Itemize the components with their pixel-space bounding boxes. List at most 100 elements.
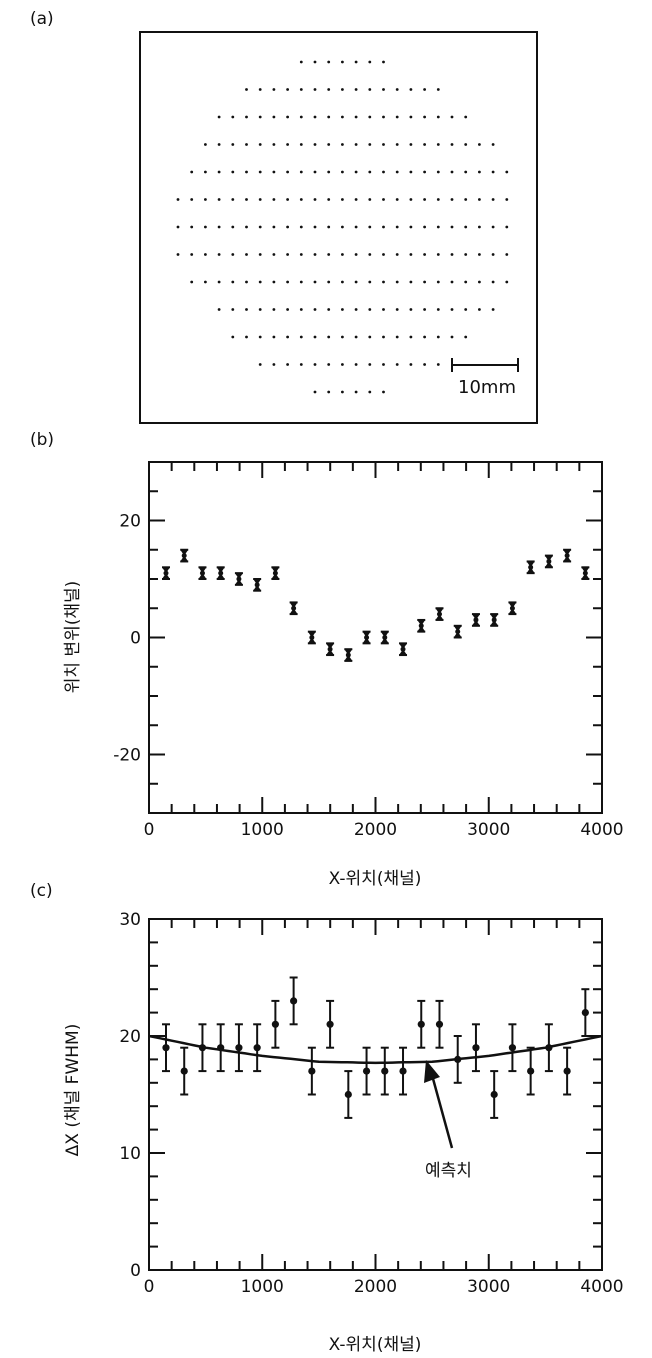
- hole-dot: [258, 363, 262, 366]
- hole-dot: [423, 115, 426, 119]
- hole-dot: [464, 335, 468, 339]
- data-point: [417, 618, 426, 633]
- marker: [254, 582, 260, 588]
- data-point: [490, 1070, 499, 1119]
- hole-dot: [382, 390, 385, 394]
- hole-dot: [354, 335, 358, 339]
- hole-dot: [368, 143, 372, 146]
- hole-dot: [299, 335, 303, 339]
- hole-dot: [450, 335, 454, 339]
- hole-dot: [409, 253, 413, 256]
- hole-dot: [217, 253, 221, 256]
- hole-dot: [204, 280, 207, 284]
- hole-dot: [286, 115, 289, 119]
- data-point: [399, 1046, 408, 1096]
- hole-dot: [258, 143, 262, 146]
- hole-dot: [450, 115, 454, 119]
- hole-dot: [491, 280, 495, 284]
- hole-dot: [286, 253, 289, 256]
- marker: [235, 1044, 243, 1052]
- marker: [582, 570, 588, 576]
- hole-dot: [409, 170, 413, 174]
- marker: [217, 1044, 225, 1052]
- panel-c-label: (c): [30, 881, 53, 901]
- hole-dot: [505, 170, 509, 174]
- hole-dot: [464, 198, 468, 201]
- marker: [272, 570, 278, 576]
- panel-a: 10mm: [139, 31, 538, 424]
- panel-c-ylabel: ΔX (채널 FWHM): [63, 1024, 83, 1157]
- hole-dot: [341, 253, 344, 256]
- hole-dot: [272, 88, 276, 91]
- panel-b-ylabel: 위치 변위(채널): [63, 581, 83, 694]
- hole-dot: [478, 170, 481, 174]
- hole-dot: [313, 308, 317, 311]
- hole-dot: [231, 225, 235, 229]
- hole-dot: [341, 308, 344, 311]
- hole-dot: [436, 225, 440, 229]
- hole-dot: [409, 143, 413, 146]
- hole-dot: [341, 88, 344, 91]
- hole-dot: [423, 88, 426, 91]
- hole-dot: [450, 253, 454, 256]
- hole-dot: [409, 280, 413, 284]
- panel-b: 0 1000 2000 3000 4000 20 0 -20: [113, 461, 624, 840]
- hole-dot: [423, 308, 426, 311]
- data-point: [417, 999, 426, 1049]
- data-point: [326, 642, 335, 657]
- marker: [362, 1067, 371, 1075]
- data-point: [508, 601, 517, 616]
- hole-dot: [436, 363, 440, 366]
- marker: [345, 652, 351, 658]
- data-point: [307, 1046, 316, 1096]
- marker: [291, 605, 297, 611]
- hole-dot: [272, 225, 276, 229]
- hole-dot: [327, 363, 331, 366]
- hole-dot: [327, 88, 331, 91]
- data-point: [234, 572, 243, 586]
- marker: [436, 611, 442, 617]
- hole-dot: [258, 335, 262, 339]
- panel-a-label: (a): [30, 9, 54, 29]
- hole-dot: [368, 280, 372, 284]
- hole-dot: [217, 280, 221, 284]
- hole-dot: [286, 143, 289, 146]
- hole-dot: [423, 143, 426, 146]
- hole-dot: [436, 88, 440, 91]
- hole-dot: [327, 198, 331, 201]
- data-point: [271, 566, 280, 580]
- hole-dot: [217, 170, 221, 174]
- marker: [545, 1044, 553, 1052]
- hole-dot: [327, 280, 331, 284]
- hole-dot: [450, 170, 454, 174]
- hole-dot: [368, 115, 372, 119]
- hole-dot: [299, 253, 303, 256]
- hole-dot: [436, 170, 440, 174]
- hole-dot: [478, 308, 481, 311]
- hole-dot: [299, 170, 303, 174]
- hole-dot: [313, 198, 317, 201]
- hole-dot: [327, 225, 331, 229]
- marker: [162, 1044, 170, 1052]
- x-tick-label: 2000: [354, 820, 397, 840]
- hole-dot: [299, 88, 303, 91]
- hole-dot: [395, 198, 399, 201]
- data-point: [453, 624, 462, 639]
- hole-dot: [478, 280, 481, 284]
- hole-dot: [190, 280, 194, 284]
- hole-dot: [341, 115, 344, 119]
- hole-dot: [450, 143, 454, 146]
- hole-dot: [423, 198, 426, 201]
- hole-dot: [409, 363, 413, 366]
- hole-dot: [341, 60, 344, 64]
- data-point: [180, 548, 189, 563]
- hole-dot: [190, 225, 194, 229]
- hole-dot: [491, 253, 495, 256]
- data-point: [508, 1023, 517, 1073]
- hole-dot: [395, 88, 399, 91]
- hole-dot: [450, 280, 454, 284]
- hole-dot: [245, 115, 248, 119]
- hole-dot: [245, 253, 248, 256]
- data-point: [326, 999, 335, 1049]
- hole-dot: [272, 363, 276, 366]
